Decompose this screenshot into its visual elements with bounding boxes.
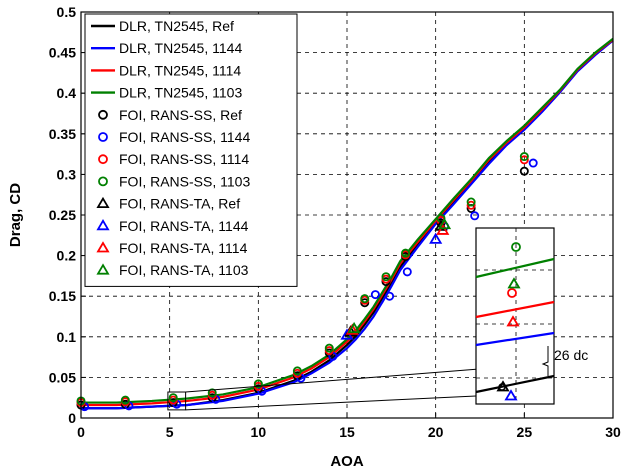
legend-triangle-swatch <box>96 241 110 253</box>
inset-point-triangle <box>506 315 520 327</box>
inset-point-triangle <box>507 277 521 289</box>
zoom-connector <box>185 368 477 393</box>
zoom-inset: 26 dc <box>167 227 588 411</box>
legend-entry-label: DLR, TN2545, 1114 <box>119 62 241 78</box>
delta-annotation: 26 dc <box>554 347 588 363</box>
data-point-circle <box>470 211 480 221</box>
y-tick-label: 0 <box>68 410 76 426</box>
dc-brace <box>541 346 549 376</box>
data-point-circle <box>207 388 217 398</box>
plot-border <box>80 11 614 419</box>
legend-entry-label: FOI, RANS-TA, Ref <box>119 196 240 212</box>
y-tick-label: 0.5 <box>57 4 77 20</box>
data-point-circle <box>120 395 130 405</box>
legend-triangle-swatch <box>96 219 110 231</box>
data-point-circle <box>324 343 334 353</box>
x-tick-label: 0 <box>77 424 85 440</box>
y-tick-label: 0.45 <box>49 45 76 61</box>
y-tick-label: 0.25 <box>49 207 76 223</box>
inset-series-line <box>475 257 555 279</box>
x-axis-label: AOA <box>330 453 364 470</box>
data-point-circle <box>466 197 476 207</box>
legend-entry-label: DLR, TN2545, Ref <box>119 18 234 34</box>
legend-entry-label: FOI, RANS-SS, 1103 <box>119 173 250 189</box>
x-tick-label: 15 <box>339 424 355 440</box>
data-point-circle <box>168 393 178 403</box>
data-point-circle <box>370 290 380 300</box>
inset-point-triangle <box>504 389 518 401</box>
inset-point-circle <box>511 242 521 252</box>
y-tick-label: 0.35 <box>49 126 76 142</box>
data-point-circle <box>519 155 529 165</box>
data-point-triangle <box>437 217 452 230</box>
legend-entry-label: FOI, RANS-SS, 1144 <box>119 129 250 145</box>
y-tick-label: 0.4 <box>57 85 77 101</box>
inset-series-line <box>475 331 555 347</box>
data-point-circle <box>519 166 529 176</box>
data-point-circle <box>528 158 538 168</box>
inset-series-line <box>475 300 555 319</box>
legend-circle-swatch <box>98 154 108 165</box>
data-point-triangle <box>347 321 361 334</box>
data-point-circle <box>385 291 395 301</box>
data-point-triangle <box>429 232 443 244</box>
series-markers <box>76 152 538 412</box>
tick-labels: 0 5 10 15 20 25 30 0 0.05 0.1 0.15 0.2 0.25 0.3 0.35 0.… <box>49 4 621 440</box>
legend-circle-swatch <box>98 132 108 142</box>
data-point-circle <box>402 267 412 277</box>
y-tick-label: 0.05 <box>49 369 76 385</box>
data-point-circle <box>466 200 476 210</box>
legend-entry-label: DLR, TN2545, 1103 <box>119 85 242 101</box>
y-tick-label: 0.2 <box>57 248 77 264</box>
series-line-2 <box>81 38 614 407</box>
legend-entry-label: DLR, TN2545, 1144 <box>119 40 242 56</box>
plot-frame <box>80 11 614 419</box>
data-point-circle <box>401 248 411 258</box>
y-tick-label: 0.15 <box>49 288 76 304</box>
inset-series-line <box>475 374 555 394</box>
legend-circle-swatch <box>98 176 108 187</box>
data-point-circle <box>381 272 391 282</box>
data-point-circle <box>292 366 302 376</box>
x-tick-label: 30 <box>605 424 621 440</box>
data-point-circle <box>519 152 529 162</box>
data-point-triangle <box>436 223 450 235</box>
inset-point-circle <box>507 288 517 298</box>
zoom-region-box <box>167 391 187 411</box>
x-tick-label: 20 <box>428 424 444 440</box>
y-tick-label: 0.3 <box>57 166 77 182</box>
legend-entry-label: FOI, RANS-TA, 1144 <box>119 218 249 234</box>
y-tick-label: 0.1 <box>57 329 77 345</box>
y-axis-label: Drag, CD <box>7 183 24 247</box>
x-tick-label: 10 <box>251 424 267 440</box>
x-tick-label: 5 <box>166 424 174 440</box>
legend-entry-label: FOI, RANS-SS, Ref <box>119 107 242 123</box>
legend: DLR, TN2545, Ref DLR, TN2545, 1144 DLR, TN… <box>84 13 298 287</box>
data-point-circle <box>360 294 370 304</box>
legend-triangle-swatch <box>96 196 110 209</box>
legend-entry-label: FOI, RANS-SS, 1114 <box>119 151 249 167</box>
legend-circle-swatch <box>98 109 108 120</box>
inset-point-circle <box>498 383 506 391</box>
legend-triangle-swatch <box>96 263 110 275</box>
data-point-circle <box>253 379 263 389</box>
x-tick-label: 25 <box>517 424 533 440</box>
legend-entry-label: FOI, RANS-TA, 1114 <box>119 240 248 256</box>
legend-box <box>84 13 298 287</box>
legend-entry-label: FOI, RANS-TA, 1103 <box>119 262 249 278</box>
zoom-connector <box>185 395 477 411</box>
